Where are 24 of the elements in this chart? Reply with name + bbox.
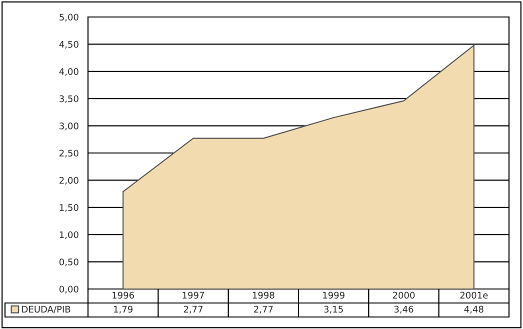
- y-tick-label: 3,00: [60, 122, 78, 130]
- x-tick-label: 2000: [392, 292, 415, 299]
- data-label: 3,15: [324, 306, 343, 314]
- data-label: 1,79: [114, 306, 132, 314]
- y-tick-label: 1,00: [60, 231, 78, 240]
- y-tick-label: 0,00: [59, 286, 78, 294]
- data-label: 3,46: [394, 306, 414, 314]
- x-tick-label: 1998: [252, 292, 274, 299]
- x-tick-label: 1997: [182, 292, 204, 299]
- y-tick-label: 4,50: [59, 40, 78, 49]
- x-tick-label: 1999: [323, 292, 344, 299]
- y-tick-label: 2,00: [60, 176, 78, 185]
- data-label: 2,77: [184, 306, 203, 314]
- x-tick-label: 1996: [112, 292, 134, 299]
- y-tick-label: 5,00: [60, 14, 78, 22]
- x-tick-label: 2001e: [460, 292, 488, 299]
- data-label: 2,77: [254, 306, 273, 314]
- y-tick-label: 2,50: [60, 150, 78, 158]
- y-tick-label: 4,00: [59, 68, 78, 76]
- y-tick-label: 3,50: [60, 95, 78, 104]
- y-tick-label: 1,50: [60, 204, 78, 212]
- legend-label: DEUDA/PIB: [22, 306, 70, 314]
- data-label: 4,48: [464, 306, 484, 314]
- y-tick-label: 0,50: [59, 258, 78, 266]
